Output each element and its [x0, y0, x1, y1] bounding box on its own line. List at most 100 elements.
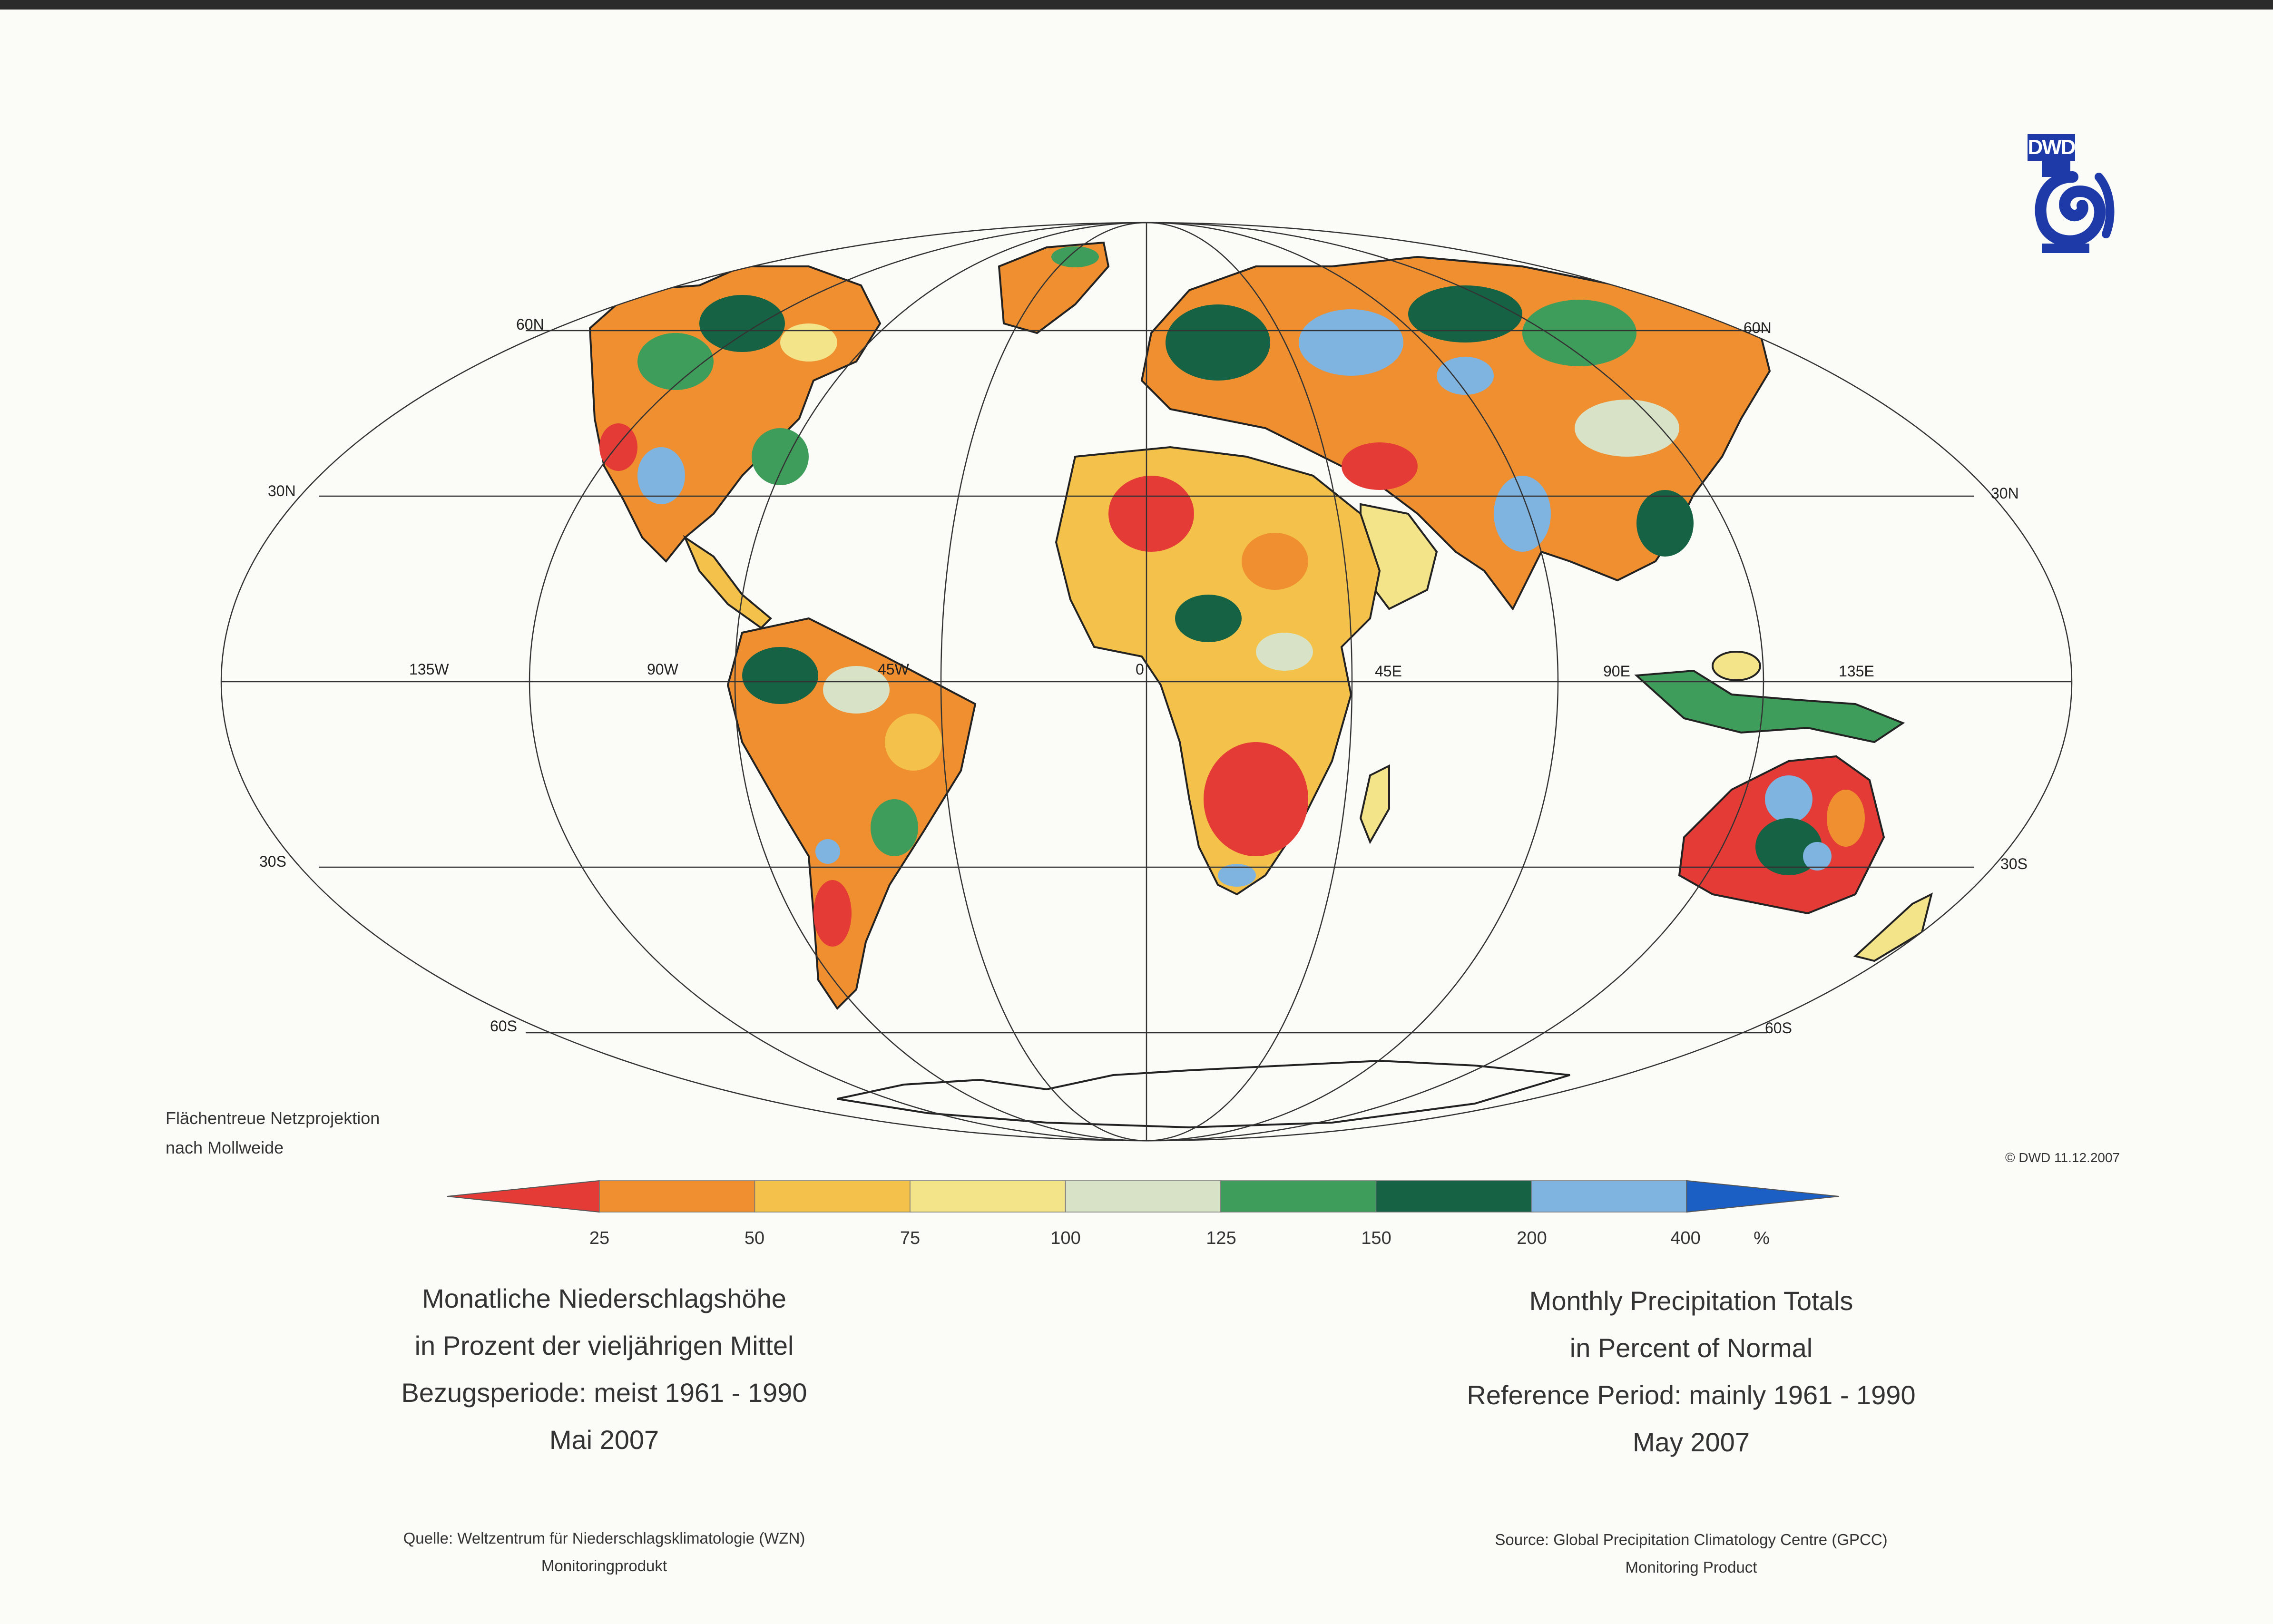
- lat-label-30s-left: 30S: [259, 853, 286, 870]
- legend-tick-50: 50: [745, 1228, 764, 1248]
- asia-blob-1: [1299, 309, 1403, 376]
- lon-label-45w: 45W: [878, 661, 910, 678]
- legend-tick-labels: 25 50 75 100 125 150 200 400 %: [589, 1228, 1770, 1248]
- na-blob-3: [637, 447, 685, 504]
- borneo-landmass: [1712, 651, 1761, 681]
- landmasses: [588, 241, 1933, 1129]
- title-de-line1: Monatliche Niederschlagshöhe: [422, 1283, 786, 1313]
- sa-blob-1: [742, 647, 818, 704]
- source-german: Quelle: Weltzentrum für Niederschlagskli…: [319, 1525, 890, 1580]
- lon-label-45e: 45E: [1375, 663, 1402, 680]
- graticule: [220, 222, 2073, 1142]
- new-zealand-landmass: [1853, 892, 1933, 962]
- source-de-line2: Monitoringprodukt: [541, 1557, 667, 1575]
- legend-swatch-6: [1375, 1180, 1532, 1213]
- antarctica-outline: [837, 1059, 1570, 1129]
- legend-swatch-3: [910, 1180, 1066, 1213]
- projection-note-line1: Flächentreue Netzprojektion: [166, 1108, 380, 1128]
- legend-swatch-7: [1531, 1180, 1687, 1213]
- legend-color-bar: [447, 1180, 1839, 1213]
- au-blob-3: [1803, 842, 1832, 871]
- dwd-logo-text: DWD: [2028, 134, 2076, 161]
- au-blob-4: [1827, 790, 1865, 847]
- sa-blob-5: [815, 839, 840, 864]
- legend-swatch-2: [754, 1180, 911, 1213]
- lon-label-135e: 135E: [1839, 663, 1874, 680]
- na-blob-6: [780, 323, 837, 362]
- na-blob-2: [637, 333, 714, 390]
- madagascar-landmass: [1359, 764, 1390, 844]
- legend-tick-25: 25: [589, 1228, 609, 1248]
- title-de-line2: in Prozent der vieljährigen Mittel: [414, 1331, 794, 1360]
- title-en-line4: May 2007: [1633, 1427, 1750, 1457]
- asia-blob-5: [1575, 400, 1679, 457]
- legend-tick-400: 400: [1670, 1228, 1700, 1248]
- legend-swatch-lowest: [447, 1180, 600, 1213]
- title-de-line4: Mai 2007: [549, 1425, 659, 1455]
- lat-label-30n-right: 30N: [1991, 485, 2019, 502]
- source-de-line1: Quelle: Weltzentrum für Niederschlagskli…: [403, 1529, 805, 1547]
- asia-blob-8: [1342, 442, 1418, 490]
- sa-blob-3: [885, 714, 942, 771]
- indonesia-landmass: [1634, 669, 1905, 744]
- asia-blob-2: [1408, 285, 1522, 342]
- legend-tick-100: 100: [1050, 1228, 1080, 1248]
- af-blob-1: [1108, 476, 1194, 552]
- na-blob-5: [599, 423, 637, 471]
- title-english: Monthly Precipitation Totals in Percent …: [1406, 1277, 1977, 1466]
- projection-note: Flächentreue Netzprojektion nach Mollwei…: [166, 1104, 380, 1163]
- legend-unit: %: [1754, 1228, 1770, 1248]
- au-blob-1: [1765, 775, 1813, 823]
- title-en-line1: Monthly Precipitation Totals: [1529, 1286, 1853, 1316]
- title-en-line2: in Percent of Normal: [1569, 1333, 1813, 1363]
- lon-label-0: 0: [1136, 661, 1144, 678]
- sa-blob-6: [813, 880, 852, 947]
- source-english: Source: Global Precipitation Climatology…: [1406, 1526, 1977, 1581]
- asia-blob-3: [1522, 300, 1636, 366]
- source-en-line2: Monitoring Product: [1625, 1558, 1757, 1576]
- af-blob-6: [1218, 864, 1256, 887]
- lat-label-60n-right: 60N: [1744, 319, 1772, 336]
- af-blob-3: [1175, 595, 1242, 642]
- sa-blob-2: [823, 666, 890, 714]
- dwd-swirl-icon: [2035, 158, 2115, 253]
- af-blob-5: [1204, 742, 1308, 856]
- lat-label-30s-right: 30S: [2000, 855, 2028, 872]
- sa-blob-4: [871, 799, 918, 856]
- top-edge-bar: [0, 0, 2273, 10]
- greenland-blob: [1051, 246, 1099, 267]
- lon-label-135w: 135W: [409, 661, 449, 678]
- lon-label-90e: 90E: [1603, 663, 1630, 680]
- source-en-line1: Source: Global Precipitation Climatology…: [1495, 1531, 1888, 1548]
- legend-swatch-4: [1065, 1180, 1221, 1213]
- af-blob-2: [1242, 533, 1308, 590]
- legend-tick-75: 75: [900, 1228, 920, 1248]
- af-blob-4: [1256, 633, 1313, 671]
- na-blob-1: [699, 295, 785, 352]
- legend-tick-125: 125: [1206, 1228, 1236, 1248]
- lat-label-30n-left: 30N: [268, 482, 296, 499]
- eu-blob-1: [1166, 304, 1270, 381]
- dwd-logo: DWD: [2028, 134, 2118, 267]
- title-german: Monatliche Niederschlagshöhe in Prozent …: [319, 1275, 890, 1463]
- legend-tick-200: 200: [1517, 1228, 1547, 1248]
- legend-swatch-1: [599, 1180, 755, 1213]
- graticule-labels: 60N 60N 30N 30N 30S 30S 60S 60S 135W 90W…: [259, 316, 2028, 1037]
- asia-blob-4: [1437, 357, 1494, 395]
- lat-label-60s-right: 60S: [1765, 1019, 1792, 1037]
- legend-swatch-5: [1220, 1180, 1377, 1213]
- lat-label-60n-left: 60N: [516, 316, 544, 333]
- asia-blob-6: [1494, 476, 1551, 552]
- legend-swatch-highest: [1686, 1180, 1839, 1213]
- title-en-line3: Reference Period: mainly 1961 - 1990: [1467, 1380, 1916, 1410]
- projection-note-line2: nach Mollweide: [166, 1138, 284, 1157]
- asia-blob-7: [1636, 490, 1694, 557]
- copyright-note: © DWD 11.12.2007: [2005, 1150, 2120, 1165]
- central-america-landmass: [683, 535, 772, 629]
- title-de-line3: Bezugsperiode: meist 1961 - 1990: [401, 1378, 807, 1408]
- legend-tick-150: 150: [1361, 1228, 1391, 1248]
- na-blob-4: [752, 428, 809, 485]
- lat-label-60s-left: 60S: [490, 1017, 517, 1035]
- lon-label-90w: 90W: [647, 661, 679, 678]
